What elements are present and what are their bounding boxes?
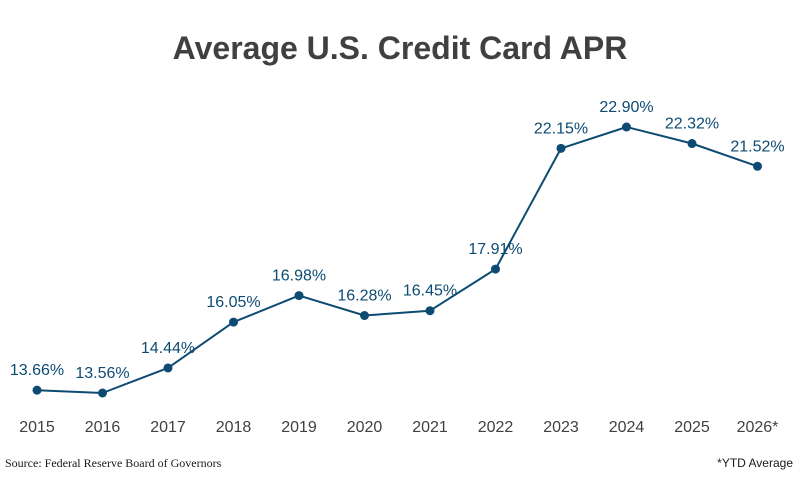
x-tick-label: 2023 xyxy=(543,419,579,436)
data-label: 14.44% xyxy=(141,340,195,357)
data-label: 13.56% xyxy=(75,365,129,382)
chart-title: Average U.S. Credit Card APR xyxy=(172,30,628,66)
x-tick-label: 2021 xyxy=(412,419,448,436)
source-note: Source: Federal Reserve Board of Governo… xyxy=(5,456,222,470)
data-point xyxy=(294,291,304,301)
data-label: 22.15% xyxy=(534,120,588,137)
x-tick-label: 2020 xyxy=(347,419,383,436)
x-tick-label: 2019 xyxy=(281,419,317,436)
data-point xyxy=(229,317,238,327)
data-point xyxy=(753,161,762,171)
data-point xyxy=(687,139,697,149)
x-tick-label: 2018 xyxy=(216,419,252,436)
data-point xyxy=(98,388,107,398)
x-axis-ticks: 2015 2016 2017 2018 2019 2020 2021 2022 2023 2024… xyxy=(19,419,778,436)
data-point xyxy=(360,311,369,321)
x-tick-label: 2022 xyxy=(478,419,514,436)
data-point xyxy=(622,122,631,132)
line-layer xyxy=(36,126,758,394)
data-label: 16.28% xyxy=(337,288,391,305)
x-tick-label: 2017 xyxy=(150,419,186,436)
data-point xyxy=(491,264,500,274)
data-label: 22.32% xyxy=(665,116,719,133)
points-layer xyxy=(32,122,762,398)
data-point xyxy=(163,363,173,373)
data-labels-layer: 13.66% 13.56% 14.44% 16.05% 16.98% 16.28% 16.4… xyxy=(10,99,785,382)
data-label: 22.90% xyxy=(599,99,653,116)
data-label: 16.45% xyxy=(403,283,457,300)
data-label: 21.52% xyxy=(730,138,784,155)
x-tick-label: 2015 xyxy=(19,419,55,436)
x-tick-label: 2026* xyxy=(737,419,779,436)
x-tick-label: 2025 xyxy=(674,419,710,436)
x-tick-label: 2016 xyxy=(85,419,121,436)
data-label: 17.91% xyxy=(468,241,522,258)
series-line xyxy=(36,126,758,394)
data-label: 16.05% xyxy=(206,294,260,311)
data-point xyxy=(425,306,435,316)
data-point xyxy=(556,143,566,153)
data-label: 13.66% xyxy=(10,362,64,379)
footnote: *YTD Average xyxy=(717,456,793,470)
x-tick-label: 2024 xyxy=(609,419,645,436)
data-label: 16.98% xyxy=(272,268,326,285)
data-point xyxy=(32,385,42,395)
